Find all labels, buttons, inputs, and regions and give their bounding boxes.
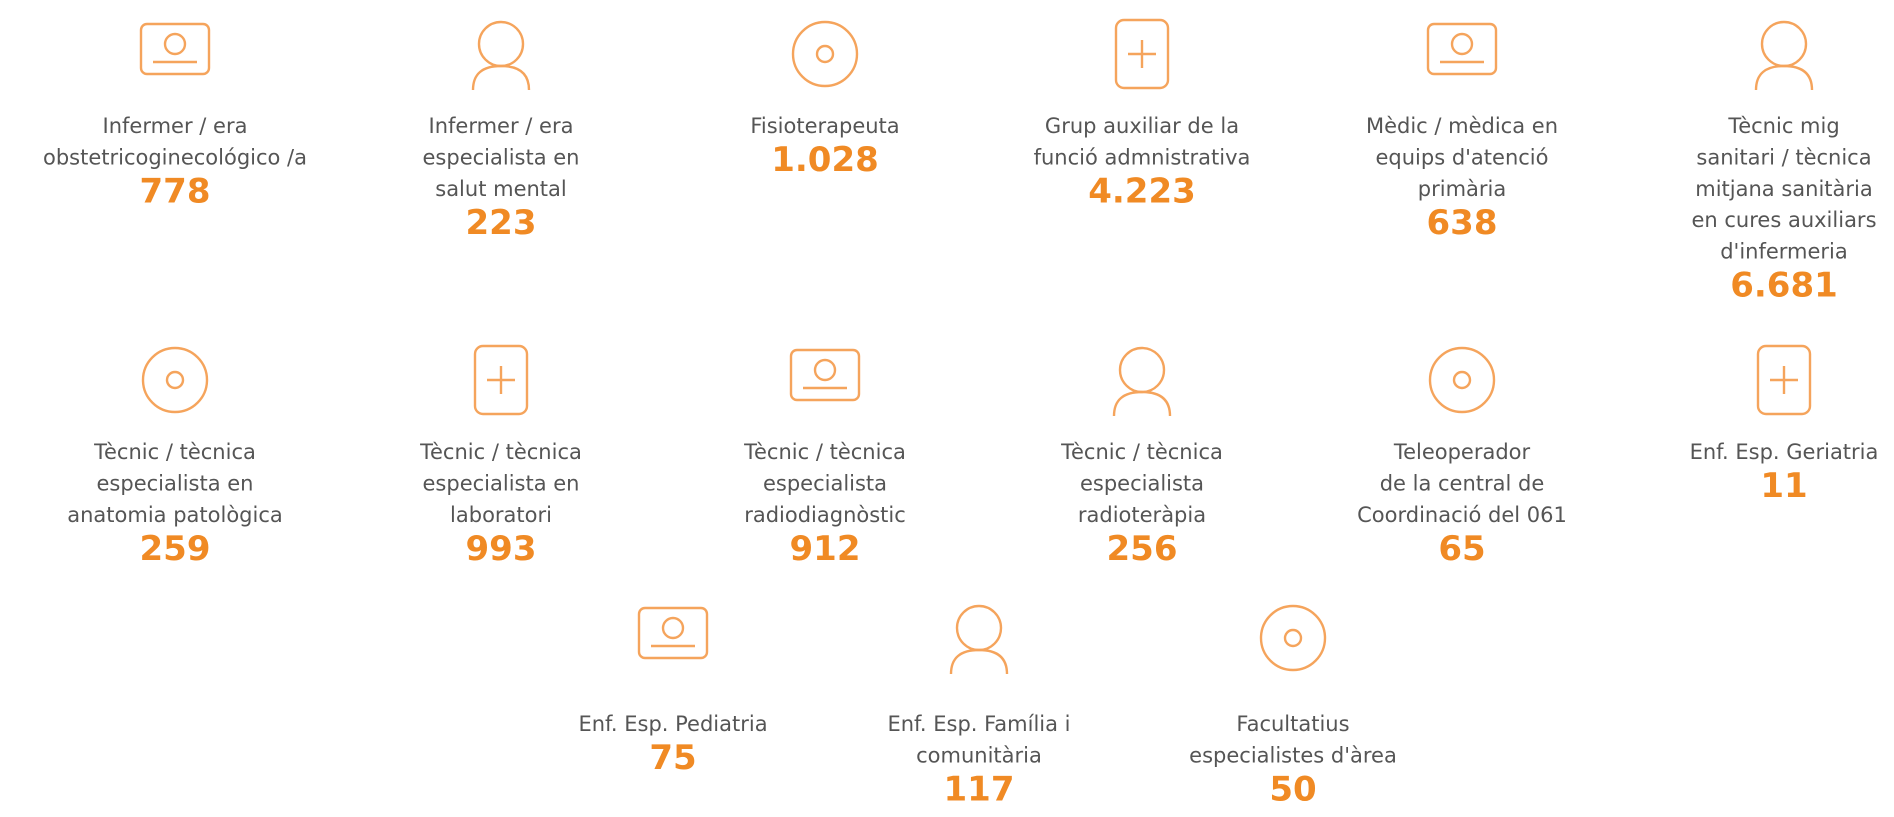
icon bbox=[1112, 346, 1172, 417]
icon-shape bbox=[471, 64, 531, 91]
item-label: Tècnic / tècnica bbox=[93, 440, 256, 464]
item-value: 11 bbox=[1760, 466, 1807, 506]
icon bbox=[949, 604, 1009, 675]
item-label: sanitari / tècnica bbox=[1696, 145, 1871, 169]
item-label: en cures auxiliars bbox=[1691, 208, 1876, 232]
item-label: especialista bbox=[763, 471, 887, 495]
item-label: funció admnistrativa bbox=[1034, 145, 1251, 169]
item-value: 117 bbox=[944, 769, 1015, 809]
icon-shape bbox=[1283, 628, 1303, 648]
item-value: 1.028 bbox=[771, 140, 879, 180]
icon-shape bbox=[1428, 346, 1496, 414]
item-label: laboratori bbox=[450, 503, 552, 527]
icon bbox=[791, 20, 859, 88]
item-label: Enf. Esp. Família i bbox=[887, 712, 1070, 736]
item-value: 65 bbox=[1438, 529, 1485, 569]
item-label: Enf. Esp. Pediatria bbox=[578, 712, 767, 736]
item-value: 50 bbox=[1269, 769, 1316, 809]
item-value: 256 bbox=[1107, 529, 1178, 569]
item-label: de la central de bbox=[1380, 471, 1545, 495]
icon-shape bbox=[1760, 20, 1808, 68]
item-label: Coordinació del 061 bbox=[1357, 503, 1567, 527]
item-label: anatomia patològica bbox=[67, 503, 283, 527]
icon bbox=[141, 346, 209, 414]
icon-shape bbox=[955, 604, 1003, 652]
icon bbox=[1428, 346, 1496, 414]
item-label: especialista bbox=[1080, 471, 1204, 495]
icon-shape bbox=[141, 346, 209, 414]
icon-shape bbox=[165, 370, 185, 390]
item-value: 4.223 bbox=[1088, 171, 1196, 211]
item-label: radioteràpia bbox=[1078, 503, 1206, 527]
item-label: salut mental bbox=[435, 177, 567, 201]
icon-shape bbox=[789, 348, 861, 402]
icon bbox=[1754, 20, 1814, 91]
icon-shape bbox=[1426, 22, 1498, 76]
icon-shape bbox=[473, 344, 529, 416]
item-label: mitjana sanitària bbox=[1695, 177, 1872, 201]
item-value: 993 bbox=[466, 529, 537, 569]
icon-shape bbox=[1452, 370, 1472, 390]
item-label: comunitària bbox=[916, 743, 1042, 767]
item-value: 6.681 bbox=[1730, 266, 1838, 306]
icon bbox=[1426, 22, 1498, 76]
item-label: Infermer / era bbox=[103, 114, 248, 138]
item-label: Infermer / era bbox=[429, 114, 574, 138]
icon bbox=[471, 20, 531, 91]
icon-shape bbox=[949, 648, 1009, 675]
item-label: radiodiagnòstic bbox=[744, 503, 906, 527]
item-label: Fisioterapeuta bbox=[750, 114, 899, 138]
icon-shape bbox=[1114, 18, 1170, 90]
icon bbox=[1756, 344, 1812, 416]
icon bbox=[1259, 604, 1327, 672]
icon-shape bbox=[139, 22, 211, 76]
item-label: Facultatius bbox=[1236, 712, 1349, 736]
icon-shape bbox=[163, 32, 187, 56]
item-label: obstetricoginecológico /a bbox=[43, 145, 307, 169]
item-label: especialistes d'àrea bbox=[1189, 743, 1397, 767]
item-label: especialista en bbox=[423, 145, 580, 169]
icon-shape bbox=[1259, 604, 1327, 672]
icon bbox=[637, 606, 709, 660]
item-label: Tècnic / tècnica bbox=[1060, 440, 1223, 464]
item-label: Tècnic / tècnica bbox=[419, 440, 582, 464]
icon-shape bbox=[791, 20, 859, 88]
icon bbox=[139, 22, 211, 76]
icon-shape bbox=[637, 606, 709, 660]
icon bbox=[789, 348, 861, 402]
item-label: especialista en bbox=[423, 471, 580, 495]
icon bbox=[1114, 18, 1170, 90]
item-label: especialista en bbox=[97, 471, 254, 495]
icon-shape bbox=[477, 20, 525, 68]
item-label: Tècnic mig bbox=[1727, 114, 1839, 138]
item-value: 223 bbox=[466, 203, 537, 243]
icon-shape bbox=[813, 358, 837, 382]
item-value: 778 bbox=[140, 171, 211, 211]
icon-shape bbox=[1118, 346, 1166, 394]
icon-shape bbox=[815, 44, 835, 64]
item-label: d'infermeria bbox=[1720, 240, 1848, 264]
item-value: 259 bbox=[140, 529, 211, 569]
icon-shape bbox=[1450, 32, 1474, 56]
item-label: Tècnic / tècnica bbox=[743, 440, 906, 464]
item-value: 638 bbox=[1427, 203, 1498, 243]
item-value: 75 bbox=[649, 738, 696, 778]
item-label: primària bbox=[1418, 177, 1506, 201]
icon-shape bbox=[1112, 390, 1172, 417]
item-label: Grup auxiliar de la bbox=[1045, 114, 1239, 138]
item-label: Teleoperador bbox=[1393, 440, 1531, 464]
icon-shape bbox=[1754, 64, 1814, 91]
item-value: 912 bbox=[790, 529, 861, 569]
icon-shape bbox=[661, 616, 685, 640]
icon-shape bbox=[1756, 344, 1812, 416]
item-label: equips d'atenció bbox=[1375, 145, 1548, 169]
item-label: Enf. Esp. Geriatria bbox=[1690, 440, 1879, 464]
item-label: Mèdic / mèdica en bbox=[1366, 114, 1558, 138]
icon bbox=[473, 344, 529, 416]
